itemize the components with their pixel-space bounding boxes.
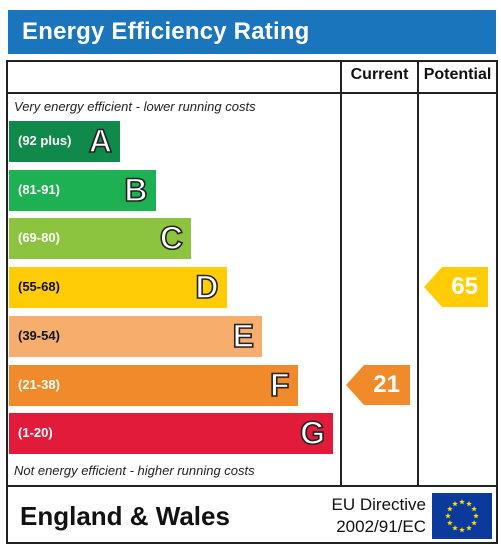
- band-range: (21-38): [18, 376, 60, 392]
- star-icon: [459, 499, 465, 505]
- star-icon: [459, 527, 465, 533]
- band-f: (21-38) F: [9, 364, 298, 406]
- star-icon: [452, 525, 458, 531]
- band-letter: C: [159, 220, 184, 258]
- header-row-divider: [6, 92, 498, 94]
- star-icon: [466, 525, 472, 531]
- star-icon: [447, 520, 453, 526]
- current-rating-arrow-value: 21: [373, 370, 400, 398]
- band-letter: E: [232, 317, 255, 355]
- band-letter: F: [269, 366, 290, 404]
- band-b: (81-91) B: [9, 169, 156, 211]
- band-g: (1-20) G: [9, 413, 333, 455]
- band-range: (92 plus): [18, 133, 72, 148]
- star-icon: [452, 500, 458, 507]
- page-title: Energy Efficiency Rating: [22, 18, 310, 45]
- divider-potential: [417, 60, 419, 486]
- column-header-current: Current: [350, 66, 409, 83]
- star-icon: [466, 500, 472, 507]
- band-range: (1-20): [18, 425, 53, 441]
- band-range: (55-68): [18, 279, 60, 295]
- band-letter: D: [195, 268, 220, 306]
- header-bar: Energy Efficiency Rating: [8, 10, 496, 54]
- band-range: (69-80): [18, 230, 60, 246]
- star-icon: [471, 520, 477, 526]
- column-header-potential: Potential: [423, 66, 492, 83]
- region-label: England & Wales: [20, 501, 230, 531]
- band-range: (81-91): [18, 181, 60, 197]
- band-e: (39-54) E: [9, 315, 262, 357]
- potential-rating-arrow-value: 65: [451, 273, 478, 301]
- potential-rating-arrow: 65: [424, 267, 488, 308]
- band-a: (92 plus) A: [9, 121, 120, 162]
- footer-divider: [6, 485, 498, 487]
- directive-line-2: 2002/91/EC: [336, 517, 426, 536]
- star-icon: [471, 506, 477, 512]
- band-c: (69-80) C: [9, 218, 191, 260]
- note-efficient: Very energy efficient - lower running co…: [14, 99, 256, 114]
- star-icon: [473, 513, 479, 519]
- eu-directive: EU Directive 2002/91/EC: [322, 494, 426, 538]
- eu-flag-icon: [432, 493, 492, 539]
- band-letter: G: [299, 414, 325, 452]
- note-inefficient: Not energy efficient - higher running co…: [14, 463, 255, 478]
- star-icon: [447, 506, 453, 512]
- band-d: (55-68) D: [9, 267, 227, 309]
- current-rating-arrow-shape: [346, 364, 410, 405]
- divider-current: [340, 60, 342, 486]
- current-rating-arrow: 21: [346, 364, 410, 405]
- potential-rating-arrow-shape: [424, 267, 488, 308]
- rating-frame: [6, 60, 498, 544]
- band-letter: A: [88, 122, 113, 160]
- directive-line-1: EU Directive: [331, 495, 426, 514]
- band-letter: B: [124, 171, 149, 209]
- band-range: (39-54): [18, 327, 60, 343]
- star-icon: [445, 513, 451, 519]
